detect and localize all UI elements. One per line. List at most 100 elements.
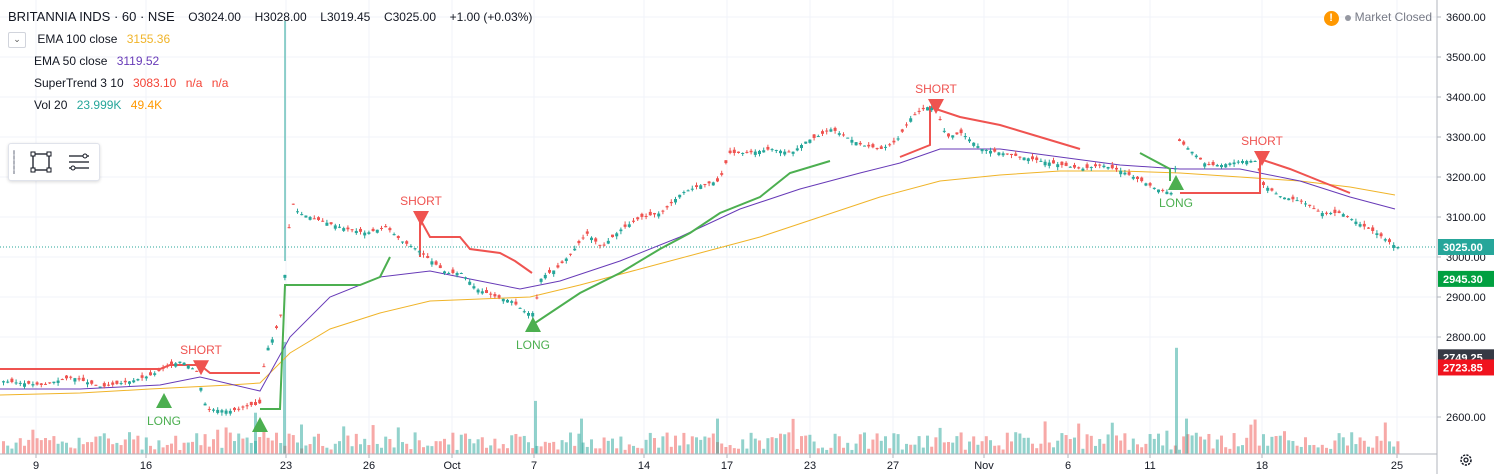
long-signal-label: LONG bbox=[147, 414, 181, 428]
volume-bar bbox=[569, 432, 572, 454]
candle-body bbox=[287, 227, 291, 229]
indicator-supertrend[interactable]: SuperTrend 3 10 3083.10 n/a n/a bbox=[34, 72, 536, 94]
long-signal-label: LONG bbox=[1159, 196, 1193, 210]
volume-bar bbox=[829, 447, 833, 454]
candle-body bbox=[1375, 233, 1379, 235]
candle-body bbox=[430, 261, 434, 265]
volume-bar bbox=[115, 442, 119, 454]
price-axis[interactable]: 3600.00 3500.00 3400.00 3300.00 3200.00 3100.… bbox=[1436, 0, 1494, 474]
volume-bar bbox=[174, 435, 178, 454]
volume-bar bbox=[580, 418, 583, 454]
volume-bar bbox=[905, 443, 908, 454]
volume-bar bbox=[720, 443, 724, 454]
symbol-title[interactable]: BRITANNIA INDS · 60 · NSE bbox=[8, 9, 175, 24]
long-signal-label: LONG bbox=[516, 338, 550, 352]
candle-body bbox=[581, 237, 585, 239]
indicator-volume[interactable]: Vol 20 23.999K 49.4K bbox=[34, 94, 536, 116]
price-tick-label: 2600.00 bbox=[1446, 412, 1486, 424]
volume-bar bbox=[371, 425, 375, 454]
volume-bar bbox=[947, 441, 950, 454]
short-signal-label: SHORT bbox=[915, 82, 957, 96]
price-tick-label: 3200.00 bbox=[1446, 172, 1486, 184]
candle-body bbox=[732, 149, 736, 153]
drag-handle-icon[interactable] bbox=[13, 150, 15, 174]
candle-body bbox=[854, 142, 858, 146]
candle-body bbox=[1182, 141, 1186, 145]
candle-body bbox=[426, 256, 430, 258]
candle-body bbox=[1241, 161, 1244, 163]
chart-legend: BRITANNIA INDS · 60 · NSE O3024.00 H3028… bbox=[8, 6, 536, 116]
candle-body bbox=[1203, 163, 1207, 167]
volume-bar bbox=[711, 433, 715, 454]
candle-body bbox=[77, 378, 81, 380]
volume-bar bbox=[686, 444, 690, 454]
candle-body bbox=[564, 258, 568, 261]
volume-bar bbox=[1127, 449, 1131, 454]
candle-body bbox=[1224, 164, 1228, 168]
volume-bar bbox=[359, 444, 362, 454]
volume-bar bbox=[497, 448, 501, 454]
candle-body bbox=[1312, 208, 1316, 210]
volume-bar bbox=[1068, 439, 1072, 454]
candle-body bbox=[1337, 211, 1341, 213]
volume-bar bbox=[384, 436, 388, 454]
volume-bar bbox=[1073, 437, 1076, 454]
candle-body bbox=[711, 182, 715, 186]
candle-body bbox=[388, 228, 392, 231]
volume-bar bbox=[266, 437, 270, 454]
candle-body bbox=[245, 405, 249, 407]
candle-body bbox=[149, 372, 152, 376]
candle-body bbox=[1220, 165, 1223, 168]
volume-bar bbox=[972, 436, 976, 454]
candle-body bbox=[821, 131, 824, 134]
short-signal-label: SHORT bbox=[180, 343, 222, 357]
volume-bar bbox=[787, 432, 791, 454]
candle-body bbox=[653, 213, 656, 215]
candle-body bbox=[1131, 176, 1135, 179]
candle-body bbox=[984, 149, 988, 151]
volume-bar bbox=[1185, 418, 1188, 454]
volume-bar bbox=[287, 433, 291, 454]
candle-body bbox=[1081, 168, 1085, 171]
candle-body bbox=[1299, 200, 1303, 202]
rectangle-tool-icon[interactable] bbox=[27, 148, 55, 176]
candle-body bbox=[1073, 164, 1076, 168]
indicator-ema50[interactable]: EMA 50 close 3119.52 bbox=[34, 50, 536, 72]
candle-body bbox=[354, 230, 358, 234]
volume-bar bbox=[955, 436, 959, 454]
volume-bar bbox=[52, 436, 56, 454]
volume-bar bbox=[191, 441, 194, 454]
volume-bar bbox=[73, 448, 77, 454]
volume-bar bbox=[770, 437, 774, 454]
drawing-toolbox[interactable] bbox=[8, 143, 100, 181]
volume-bar bbox=[6, 445, 10, 454]
volume-bar bbox=[476, 439, 480, 454]
candle-body bbox=[1354, 221, 1358, 225]
volume-bar bbox=[35, 438, 39, 454]
warning-icon[interactable]: ! bbox=[1323, 11, 1339, 26]
chevron-down-icon[interactable]: ⌄ bbox=[8, 31, 26, 48]
candle-body bbox=[1346, 216, 1349, 218]
volume-bar bbox=[480, 437, 484, 454]
lines-tool-icon[interactable] bbox=[65, 148, 93, 176]
candle-body bbox=[795, 148, 799, 151]
indicator-ema100[interactable]: ⌄ EMA 100 close 3155.36 bbox=[8, 28, 536, 50]
market-status-text: Market Closed bbox=[1354, 10, 1432, 24]
volume-bar bbox=[1228, 448, 1232, 454]
candle-body bbox=[434, 261, 438, 265]
volume-bar bbox=[1224, 447, 1228, 454]
candle-body bbox=[892, 140, 896, 143]
time-axis[interactable]: 9 16 23 26 Oct 7 14 17 23 27 Nov 6 11 18 25 bbox=[0, 453, 1437, 472]
volume-bar bbox=[552, 441, 556, 454]
volume-bar bbox=[1052, 447, 1055, 454]
volume-bar bbox=[585, 446, 589, 454]
candle-body bbox=[1199, 157, 1202, 160]
volume-bar bbox=[1144, 443, 1148, 454]
volume-bar bbox=[464, 433, 467, 454]
candle-body bbox=[497, 295, 501, 298]
gear-icon[interactable] bbox=[1458, 452, 1474, 468]
volume-bar bbox=[1287, 440, 1291, 454]
market-status[interactable]: ! Market Closed bbox=[1323, 10, 1432, 26]
candle-body bbox=[111, 382, 115, 385]
